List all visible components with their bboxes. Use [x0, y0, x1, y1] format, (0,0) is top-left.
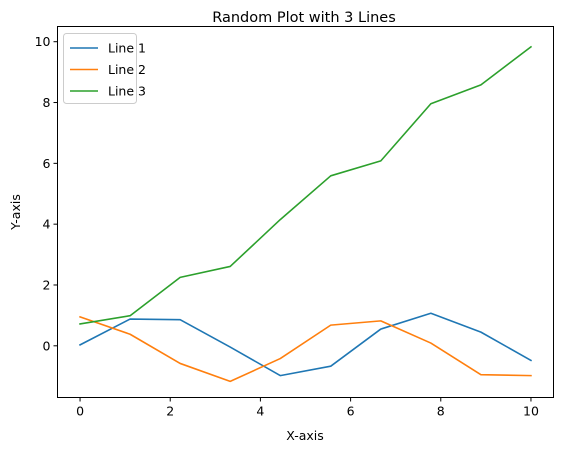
x-tick-label: 0	[76, 404, 84, 419]
x-axis-label: X-axis	[286, 428, 324, 443]
series-line-2	[79, 315, 532, 383]
x-tick-label: 8	[437, 404, 445, 419]
x-tick-label: 6	[347, 404, 355, 419]
y-axis-label: Y-axis	[8, 194, 23, 231]
legend: Line 1 Line 2 Line 3	[63, 33, 146, 104]
x-tick-label: 4	[256, 404, 264, 419]
y-tick-label: 6	[43, 156, 51, 171]
series-line-1	[78, 312, 533, 377]
plot-area	[57, 26, 554, 398]
series-lines	[78, 45, 533, 383]
x-tick-label: 10	[523, 404, 539, 419]
y-tick-label: 10	[35, 34, 51, 49]
y-tick-label: 0	[43, 338, 51, 353]
legend-label: Line 3	[108, 84, 146, 99]
legend-label: Line 2	[108, 62, 146, 77]
y-tick-label: 2	[43, 277, 51, 292]
x-tick-label: 2	[166, 404, 174, 419]
legend-entries: Line 1 Line 2 Line 3	[70, 41, 146, 99]
y-axis-ticks: 0 2 4 6 8 10	[35, 34, 58, 353]
legend-box	[63, 33, 137, 104]
x-axis-ticks: 0 2 4 6 8 10	[76, 397, 539, 419]
chart-title: Random Plot with 3 Lines	[212, 10, 396, 26]
y-tick-label: 4	[43, 217, 51, 232]
series-line-3	[79, 45, 533, 325]
y-tick-label: 8	[43, 95, 51, 110]
legend-label: Line 1	[108, 41, 146, 56]
